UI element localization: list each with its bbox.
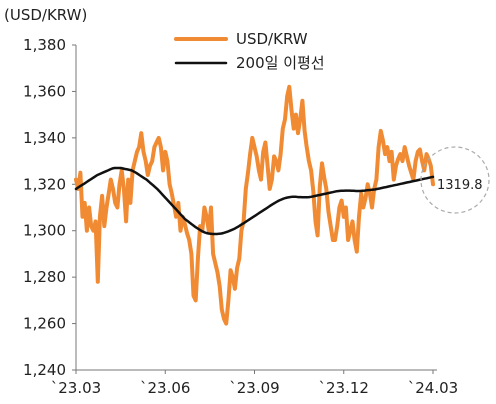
ma200-line (74, 166, 435, 236)
x-tick-label: `23.06 (140, 379, 190, 397)
x-tick-label: `23.03 (51, 379, 101, 397)
series-layer (74, 84, 435, 326)
legend-label: USD/KRW (236, 30, 308, 48)
y-tick-label: 1,240 (23, 361, 66, 379)
y-tick-label: 1,360 (23, 82, 66, 100)
legend-label: 200일 이평선 (236, 54, 325, 72)
last-value-annotation: 1319.8 (420, 146, 490, 214)
x-tick-label: `23.09 (229, 379, 279, 397)
y-tick-label: 1,280 (23, 268, 66, 286)
y-tick-label: 1,260 (23, 315, 66, 333)
y-tick-label: 1,340 (23, 129, 66, 147)
y-axis-ticks: 1,380 1,360 1,340 1,320 1,300 1,280 1,260 1,240 (23, 36, 76, 379)
y-tick-label: 1,300 (23, 222, 66, 240)
legend: USD/KRW 200일 이평선 (174, 30, 325, 72)
x-tick-label: `23.12 (319, 379, 369, 397)
y-tick-label: 1,380 (23, 36, 66, 54)
annotation-circle (420, 146, 490, 214)
x-axis-ticks: `23.03 `23.06 `23.09 `23.12 `24.03 (51, 370, 458, 397)
y-tick-label: 1,320 (23, 175, 66, 193)
usdkrw-line (74, 84, 435, 326)
y-unit-label: (USD/KRW) (4, 6, 87, 24)
annotation-value-label: 1319.8 (437, 178, 483, 193)
x-tick-label: `24.03 (408, 379, 458, 397)
